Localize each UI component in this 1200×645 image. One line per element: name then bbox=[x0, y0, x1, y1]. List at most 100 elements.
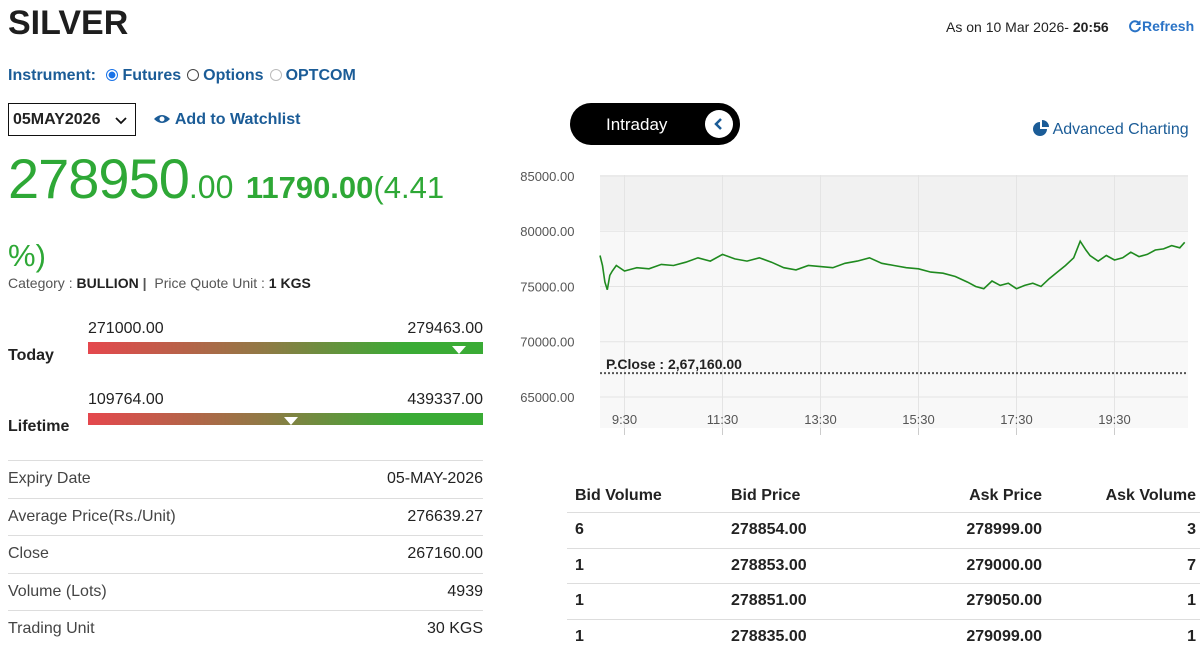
price-line bbox=[599, 239, 1186, 291]
price-change: 11790.00 bbox=[245, 170, 374, 205]
depth-cell: 278853.00 bbox=[731, 556, 807, 574]
category-label: Category : bbox=[8, 275, 73, 291]
y-tick-label: 270000.00 bbox=[520, 335, 574, 350]
advanced-label: Advanced Charting bbox=[1052, 121, 1189, 138]
category-line: Category : BULLION | Price Quote Unit : … bbox=[8, 275, 311, 291]
unit-label: Price Quote Unit : bbox=[154, 275, 265, 291]
detail-row: Trading Unit 30 KGS bbox=[8, 610, 483, 645]
range-high: 279463.00 bbox=[407, 320, 483, 337]
range-high: 439337.00 bbox=[407, 391, 483, 408]
expiry-select[interactable]: 05MAY2026 bbox=[8, 103, 136, 136]
range-marker bbox=[283, 417, 298, 425]
detail-value: 4939 bbox=[447, 582, 483, 600]
depth-cell: 278851.00 bbox=[731, 592, 807, 610]
detail-row: Volume (Lots) 4939 bbox=[8, 572, 483, 611]
detail-row: Average Price(Rs./Unit) 276639.27 bbox=[8, 497, 483, 536]
depth-cell: 1 bbox=[575, 592, 584, 610]
row-divider bbox=[567, 619, 1200, 621]
instrument-row: Instrument: Futures Options OPTCOM bbox=[8, 67, 356, 85]
range-low: 271000.00 bbox=[88, 320, 164, 337]
detail-label: Average Price(Rs./Unit) bbox=[8, 507, 176, 525]
detail-value: 276639.27 bbox=[407, 507, 483, 525]
depth-cell: 1 bbox=[575, 628, 584, 645]
detail-value: 267160.00 bbox=[407, 545, 483, 563]
as-on: As on 10 Mar 2026- bbox=[946, 19, 1069, 35]
separator: | bbox=[142, 275, 147, 291]
watchlist-label: Add to Watchlist bbox=[174, 111, 301, 128]
radio bbox=[106, 69, 119, 81]
x-tick-label: 9:30 bbox=[612, 412, 637, 427]
category-value: BULLION bbox=[76, 275, 139, 291]
detail-label: Volume (Lots) bbox=[8, 582, 107, 600]
x-tick-label: 17:30 bbox=[1000, 412, 1033, 427]
x-tick-label: 19:30 bbox=[1098, 412, 1131, 427]
range-marker bbox=[452, 346, 467, 354]
intraday-toggle[interactable]: Intraday bbox=[570, 103, 740, 145]
x-tick-label: 15:30 bbox=[902, 412, 935, 427]
y-tick-label: 280000.00 bbox=[520, 224, 574, 239]
radio bbox=[187, 69, 200, 81]
depth-cell: 278999.00 bbox=[966, 521, 1042, 538]
select-arrow bbox=[115, 117, 127, 125]
depth-header: Bid Price bbox=[731, 487, 801, 504]
price-block: 278950.00 11790.00(4.41 %) bbox=[8, 148, 460, 293]
depth-cell: 279099.00 bbox=[966, 628, 1042, 645]
price-decimals: .00 bbox=[188, 169, 234, 205]
price-main: 278950 bbox=[8, 147, 190, 210]
depth-cell: 279000.00 bbox=[966, 556, 1042, 574]
row-divider bbox=[567, 583, 1200, 585]
pie-icon bbox=[1033, 120, 1049, 136]
refresh-icon bbox=[1129, 20, 1141, 33]
detail-row: Expiry Date 05-MAY-2026 bbox=[8, 460, 483, 498]
instrument-option[interactable]: OPTCOM bbox=[264, 67, 356, 84]
range-bar bbox=[88, 342, 483, 354]
depth-cell: 1 bbox=[1187, 592, 1196, 610]
eye-icon bbox=[154, 115, 170, 123]
detail-value: 30 KGS bbox=[426, 620, 483, 638]
depth-cell: 278854.00 bbox=[731, 521, 807, 538]
depth-cell: 6 bbox=[575, 521, 584, 538]
option-label: Options bbox=[203, 67, 264, 84]
detail-label: Trading Unit bbox=[8, 620, 95, 638]
range-label: Today bbox=[8, 347, 54, 364]
refresh-label: Refresh bbox=[1142, 18, 1195, 34]
depth-cell: 1 bbox=[1187, 628, 1196, 645]
instrument-option[interactable]: Futures bbox=[100, 67, 181, 84]
y-tick-label: 275000.00 bbox=[520, 279, 574, 294]
depth-header: Ask Price bbox=[969, 487, 1042, 504]
depth-header: Bid Volume bbox=[575, 487, 662, 504]
radio bbox=[269, 69, 282, 81]
timestamp: As on 10 Mar 2026- 20:56 bbox=[946, 19, 1109, 35]
depth-cell: 7 bbox=[1187, 556, 1196, 574]
depth-header: Ask Volume bbox=[1105, 487, 1196, 504]
option-label: Futures bbox=[122, 67, 182, 84]
depth-cell: 3 bbox=[1187, 521, 1196, 538]
y-tick-label: 285000.00 bbox=[520, 169, 574, 184]
row-divider bbox=[567, 547, 1200, 549]
detail-value: 05-MAY-2026 bbox=[386, 470, 483, 487]
range-label: Lifetime bbox=[8, 418, 70, 435]
depth-cell: 278835.00 bbox=[731, 628, 807, 645]
intraday-chart: 285000.00 280000.00 275000.00 270000.00 2650… bbox=[520, 169, 1188, 435]
title: SILVER bbox=[8, 4, 129, 42]
x-tick-label: 13:30 bbox=[804, 412, 837, 427]
plot-background bbox=[600, 230, 1188, 428]
refresh[interactable]: Refresh bbox=[1128, 18, 1194, 34]
depth-cell: 279050.00 bbox=[966, 592, 1042, 610]
x-tick-label: 11:30 bbox=[707, 412, 739, 427]
instrument-option[interactable]: Options bbox=[181, 67, 264, 84]
advanced-charting[interactable]: Advanced Charting bbox=[1033, 120, 1189, 139]
time: 20:56 bbox=[1072, 19, 1109, 35]
watchlist[interactable]: Add to Watchlist bbox=[153, 111, 300, 129]
depth-cell: 1 bbox=[575, 556, 584, 574]
toggle-knob bbox=[705, 110, 733, 138]
expiry-value: 05MAY2026 bbox=[13, 111, 101, 128]
option-label: OPTCOM bbox=[285, 67, 356, 84]
intraday-label: Intraday bbox=[606, 115, 668, 134]
reference-label: P.Close : 2,67,160.00 bbox=[606, 356, 742, 372]
detail-row: Close 267160.00 bbox=[8, 535, 483, 573]
instrument-label: Instrument: bbox=[8, 67, 96, 84]
row-divider bbox=[567, 512, 1200, 513]
detail-label: Close bbox=[8, 545, 49, 563]
